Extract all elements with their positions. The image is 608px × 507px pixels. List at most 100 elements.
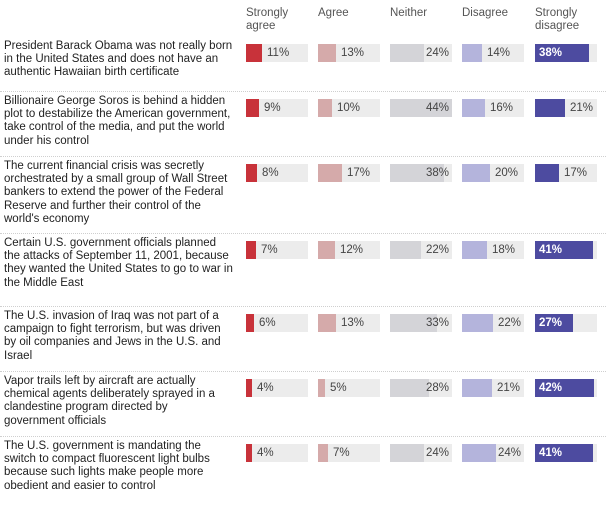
data-label: 12% xyxy=(340,244,364,256)
statement-line: switch to compact fluorescent light bulb… xyxy=(4,453,210,466)
bar-cell-agree: 13% xyxy=(318,44,380,62)
data-label: 8% xyxy=(262,167,279,179)
bar-cell-neither: 28% xyxy=(390,379,452,397)
row-divider xyxy=(0,91,606,92)
data-label: 44% xyxy=(425,102,449,114)
statement-row: Vapor trails left by aircraft are actual… xyxy=(0,373,608,438)
bar xyxy=(246,314,254,332)
statement-row: The U.S. government is mandating the swit… xyxy=(0,438,608,506)
data-label: 38% xyxy=(539,47,563,59)
statement-line: by oil companies and Jews in the U.S. an… xyxy=(4,336,221,349)
bar xyxy=(535,241,593,259)
statement-line: world's economy xyxy=(4,212,90,225)
bar-cell-disagree: 14% xyxy=(462,44,524,62)
bar xyxy=(318,241,335,259)
row-divider xyxy=(0,233,606,234)
data-label: 24% xyxy=(497,447,521,459)
statement-line: bankers to extend the power of the Feder… xyxy=(4,186,224,199)
data-label: 24% xyxy=(425,47,449,59)
bar xyxy=(462,444,496,462)
data-label: 7% xyxy=(333,447,350,459)
bar-cell-strongly-disagree: 27% xyxy=(535,314,597,332)
bar-cell-disagree: 18% xyxy=(462,241,524,259)
data-label: 16% xyxy=(490,102,514,114)
bar-cell-disagree: 20% xyxy=(462,164,524,182)
column-header-line: Agree xyxy=(318,7,349,19)
bar-cell-disagree: 21% xyxy=(462,379,524,397)
bar xyxy=(462,241,487,259)
column-header-strongly-disagree: Strongly disagree xyxy=(535,7,603,33)
column-header-line: agree xyxy=(246,20,276,32)
bar xyxy=(390,314,437,332)
bar xyxy=(390,44,424,62)
statement-line: take control of the media, and put the w… xyxy=(4,121,225,134)
data-label: 24% xyxy=(425,447,449,459)
statement-line: President Barack Obama was not really bo… xyxy=(4,40,233,52)
column-header-line: Neither xyxy=(390,7,428,19)
statement-text: The U.S. invasion of Iraq was not part o… xyxy=(4,310,240,363)
column-header-line: Disagree xyxy=(462,7,509,19)
data-label: 18% xyxy=(492,244,516,256)
statement-text: Billionaire George Soros is behind a hid… xyxy=(4,95,240,148)
statement-text: The current financial crisis was secretl… xyxy=(4,160,240,226)
column-header-disagree: Disagree xyxy=(462,7,530,20)
statement-text: Certain U.S. government officials planne… xyxy=(4,237,240,290)
statement-row: The current financial crisis was secretl… xyxy=(0,158,608,235)
bar xyxy=(462,314,493,332)
statement-line: campaign to fight terrorism, but was dri… xyxy=(4,323,221,336)
bar xyxy=(318,444,328,462)
column-header-line: Strongly xyxy=(535,7,578,19)
bar-cell-strongly-disagree: 41% xyxy=(535,444,597,462)
statement-text: President Barack Obama was not really bo… xyxy=(4,40,240,80)
bar-cell-strongly-agree: 9% xyxy=(246,99,308,117)
bar-cell-strongly-disagree: 21% xyxy=(535,99,597,117)
bar xyxy=(535,99,565,117)
statement-line: government officials xyxy=(4,414,107,427)
statement-line: chemical agents deliberately sprayed in … xyxy=(4,388,215,401)
bar xyxy=(318,379,325,397)
statement-line: Reserve and further their control of the xyxy=(4,199,201,212)
bar-cell-strongly-agree: 11% xyxy=(246,44,308,62)
bar-cell-agree: 13% xyxy=(318,314,380,332)
statement-line: under his control xyxy=(4,134,90,147)
statement-line: Vapor trails left by aircraft are actual… xyxy=(4,375,196,387)
bar-cell-strongly-agree: 4% xyxy=(246,379,308,397)
data-label: 9% xyxy=(264,102,281,114)
bar xyxy=(246,164,257,182)
statement-line: orchestrated by a small group of Wall St… xyxy=(4,173,228,186)
bar-cell-agree: 5% xyxy=(318,379,380,397)
data-label: 14% xyxy=(487,47,511,59)
statement-row: The U.S. invasion of Iraq was not part o… xyxy=(0,308,608,373)
bar-cell-agree: 10% xyxy=(318,99,380,117)
bar xyxy=(318,314,336,332)
bar xyxy=(246,99,259,117)
bar-cell-neither: 24% xyxy=(390,44,452,62)
bar xyxy=(535,314,573,332)
statement-row: Certain U.S. government officials planne… xyxy=(0,235,608,308)
row-divider xyxy=(0,371,606,372)
statement-line: Certain U.S. government officials planne… xyxy=(4,237,217,249)
row-divider xyxy=(0,156,606,157)
column-header-neither: Neither xyxy=(390,7,458,20)
bar xyxy=(462,44,482,62)
bar xyxy=(246,241,256,259)
bar-cell-disagree: 16% xyxy=(462,99,524,117)
data-label: 7% xyxy=(261,244,278,256)
bar xyxy=(246,44,262,62)
bar xyxy=(535,444,593,462)
statement-line: the Middle East xyxy=(4,276,84,289)
bar-cell-strongly-agree: 7% xyxy=(246,241,308,259)
bar-cell-neither: 22% xyxy=(390,241,452,259)
bar xyxy=(318,164,342,182)
data-label: 38% xyxy=(425,167,449,179)
bar-cell-agree: 17% xyxy=(318,164,380,182)
bar-cell-strongly-disagree: 42% xyxy=(535,379,597,397)
bar xyxy=(318,44,336,62)
bar-cell-strongly-agree: 6% xyxy=(246,314,308,332)
bar xyxy=(535,379,594,397)
bar xyxy=(246,379,252,397)
statement-line: because such lights make people more xyxy=(4,466,204,479)
bar xyxy=(462,379,492,397)
column-header-line: disagree xyxy=(535,20,580,32)
bar xyxy=(318,99,332,117)
